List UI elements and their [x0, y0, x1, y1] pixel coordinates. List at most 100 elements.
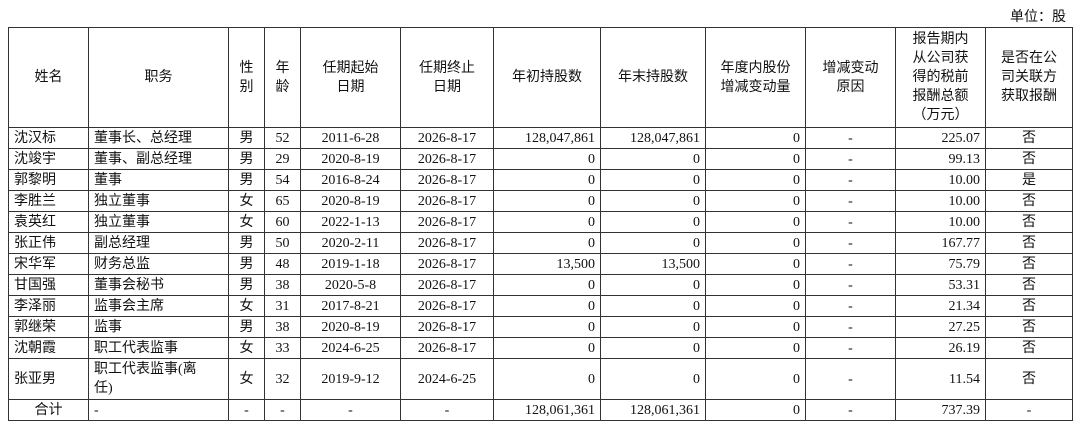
table-cell: 11.54 — [895, 358, 986, 400]
table-cell: 2026-8-17 — [400, 148, 494, 170]
table-cell: 13,500 — [493, 253, 601, 275]
table-cell: 监事会主席 — [88, 295, 229, 317]
table-cell: 0 — [705, 190, 806, 212]
table-cell: 女 — [228, 190, 265, 212]
table-cell: 男 — [228, 169, 265, 191]
table-cell: 31 — [264, 295, 301, 317]
table-cell: - — [228, 399, 265, 421]
table-row: 沈汉标 董事长、总经理男 52 2011-6-28 2026-8-17 128,047,8… — [8, 127, 1073, 149]
table-cell: 独立董事 — [88, 190, 229, 212]
table-cell: 李泽丽 — [8, 295, 89, 317]
table-cell: 否 — [985, 274, 1073, 296]
table-cell: 26.19 — [895, 337, 986, 359]
header-cell: 报告期内 从公司获 得的税前 报酬总额 （万元） — [895, 27, 986, 128]
table-cell: 2026-8-17 — [400, 337, 494, 359]
table-cell: 2026-8-17 — [400, 295, 494, 317]
table-cell: 128,047,861 — [493, 127, 601, 149]
table-cell: 否 — [985, 148, 1073, 170]
table-cell: - — [805, 358, 896, 400]
table-cell: 否 — [985, 358, 1073, 400]
table-cell: 职工代表监事 — [88, 337, 229, 359]
table-cell: - — [300, 399, 401, 421]
table-cell: 0 — [600, 211, 706, 233]
table-cell: - — [805, 253, 896, 275]
table-cell: 0 — [600, 337, 706, 359]
table-cell: 副总经理 — [88, 232, 229, 254]
table-cell: 董事长、总经理 — [88, 127, 229, 149]
header-cell: 性 别 — [228, 27, 265, 128]
header-cell: 职务 — [88, 27, 229, 128]
table-cell: 2019-1-18 — [300, 253, 401, 275]
table-cell: 2026-8-17 — [400, 253, 494, 275]
table-cell: 是 — [985, 169, 1073, 191]
table-cell: 0 — [493, 274, 601, 296]
table-cell: 张亚男 — [8, 358, 89, 400]
table-cell: 否 — [985, 190, 1073, 212]
table-cell: 0 — [600, 148, 706, 170]
table-cell: 0 — [705, 295, 806, 317]
table-cell: 董事会秘书 — [88, 274, 229, 296]
table-cell: 128,061,361 — [600, 399, 706, 421]
table-cell: 否 — [985, 211, 1073, 233]
table-cell: 0 — [600, 358, 706, 400]
table-cell: 0 — [493, 316, 601, 338]
table-cell: - — [805, 190, 896, 212]
table-cell: 2020-8-19 — [300, 190, 401, 212]
table-cell: 2024-6-25 — [400, 358, 494, 400]
table-cell: 否 — [985, 337, 1073, 359]
table-cell: - — [400, 399, 494, 421]
table-row: 郭继荣 监事男 38 2020-8-19 2026-8-17 0 0 0-27.25 否 — [8, 316, 1073, 338]
table-cell: 0 — [600, 190, 706, 212]
table-cell: 0 — [600, 295, 706, 317]
table-cell: 2022-1-13 — [300, 211, 401, 233]
table-cell: - — [805, 399, 896, 421]
table-row: 宋华军 财务总监男 48 2019-1-18 2026-8-17 13,500 13,500… — [8, 253, 1073, 275]
table-cell: 0 — [600, 274, 706, 296]
table-cell: 60 — [264, 211, 301, 233]
header-cell: 年初持股数 — [493, 27, 601, 128]
table-cell: 男 — [228, 253, 265, 275]
table-cell: 2026-8-17 — [400, 274, 494, 296]
table-cell: 50 — [264, 232, 301, 254]
table-cell: 沈朝霞 — [8, 337, 89, 359]
header-cell: 增减变动 原因 — [805, 27, 896, 128]
table-cell: 0 — [705, 127, 806, 149]
table-cell: 38 — [264, 316, 301, 338]
table-cell: 2026-8-17 — [400, 211, 494, 233]
table-cell: 10.00 — [895, 211, 986, 233]
table: 姓名 职务性 别年 龄任期起始 日期 任期终止 日期 年初持股数 年末持股数 年度内股份 … — [8, 27, 1073, 421]
table-cell: 男 — [228, 232, 265, 254]
header-cell: 姓名 — [8, 27, 89, 128]
table-cell: 男 — [228, 127, 265, 149]
table-cell: 0 — [705, 316, 806, 338]
table-cell: 27.25 — [895, 316, 986, 338]
table-row: 沈朝霞 职工代表监事女 33 2024-6-25 2026-8-17 0 0 0-26.19 否 — [8, 337, 1073, 359]
table-cell: 0 — [705, 399, 806, 421]
table-cell: 65 — [264, 190, 301, 212]
table-cell: 独立董事 — [88, 211, 229, 233]
table-cell: 合计 — [8, 399, 89, 421]
header-cell: 是否在公 司关联方 获取报酬 — [985, 27, 1073, 128]
table-cell: 0 — [493, 337, 601, 359]
header-row: 姓名 职务性 别年 龄任期起始 日期 任期终止 日期 年初持股数 年末持股数 年度内股份 … — [8, 27, 1073, 128]
table-cell: 郭继荣 — [8, 316, 89, 338]
table-cell: 0 — [493, 169, 601, 191]
header-cell: 任期终止 日期 — [400, 27, 494, 128]
table-cell: 男 — [228, 148, 265, 170]
table-cell: - — [805, 211, 896, 233]
table-cell: 21.34 — [895, 295, 986, 317]
table-cell: 袁英红 — [8, 211, 89, 233]
table-cell: 2020-8-19 — [300, 316, 401, 338]
table-cell: 128,047,861 — [600, 127, 706, 149]
table-cell: 0 — [493, 232, 601, 254]
table-row: 张正伟 副总经理男 50 2020-2-11 2026-8-17 0 0 0-167.77 否 — [8, 232, 1073, 254]
table-cell: 2026-8-17 — [400, 232, 494, 254]
table-cell: 0 — [705, 274, 806, 296]
table-cell: - — [264, 399, 301, 421]
table-cell: 2020-2-11 — [300, 232, 401, 254]
table-cell: 财务总监 — [88, 253, 229, 275]
table-row: 李胜兰 独立董事女 65 2020-8-19 2026-8-17 0 0 0-10.00 否 — [8, 190, 1073, 212]
table-cell: 53.31 — [895, 274, 986, 296]
table-cell: 75.79 — [895, 253, 986, 275]
